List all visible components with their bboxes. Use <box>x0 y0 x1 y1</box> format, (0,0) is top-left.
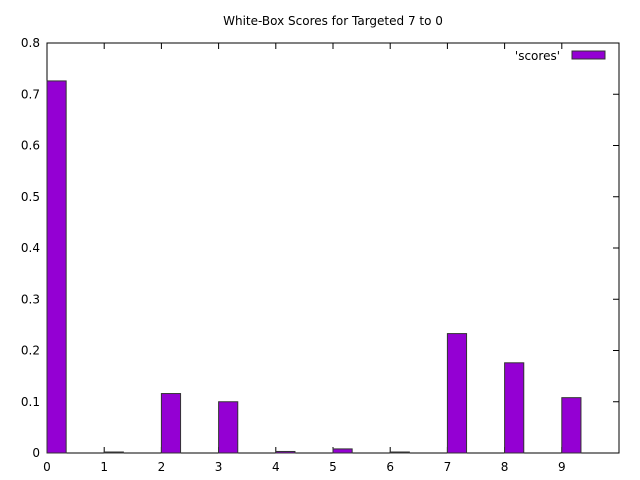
bar-2 <box>160 393 182 454</box>
x-tick-label: 8 <box>501 460 509 474</box>
bar-1 <box>103 451 124 454</box>
bar-3 <box>218 401 239 454</box>
x-tick-label: 6 <box>386 460 394 474</box>
x-tick-label: 1 <box>100 460 108 474</box>
y-tick-label: 0.3 <box>21 292 40 306</box>
x-axis: 0 1 2 3 4 5 6 7 8 9 <box>43 43 566 474</box>
y-tick-label: 0 <box>32 446 40 460</box>
bar-0 <box>46 80 67 454</box>
plot-frame <box>46 42 620 454</box>
bar-6 <box>389 451 410 454</box>
y-tick-label: 0.6 <box>21 139 40 153</box>
y-tick-label: 0.4 <box>21 241 40 255</box>
legend-swatch <box>571 50 606 60</box>
x-tick-label: 3 <box>215 460 223 474</box>
legend-label: 'scores' <box>515 49 560 63</box>
x-tick-label: 9 <box>558 460 566 474</box>
bar-5 <box>332 448 353 454</box>
bar-4 <box>275 450 296 454</box>
x-tick-label: 4 <box>272 460 280 474</box>
y-tick-label: 0.5 <box>21 190 40 204</box>
y-tick-label: 0.8 <box>21 36 40 50</box>
bar-9 <box>561 397 582 454</box>
y-tick-label: 0.2 <box>21 344 40 358</box>
x-tick-label: 2 <box>158 460 166 474</box>
x-tick-label: 7 <box>444 460 452 474</box>
legend: 'scores' <box>515 49 606 63</box>
x-tick-label: 5 <box>329 460 337 474</box>
bar-7 <box>446 333 468 454</box>
bar-8 <box>504 362 525 454</box>
x-tick-label: 0 <box>43 460 51 474</box>
y-axis: 0 0.1 0.2 0.3 0.4 0.5 0.6 0.7 0.8 <box>21 36 619 460</box>
y-tick-label: 0.1 <box>21 395 40 409</box>
y-tick-label: 0.7 <box>21 87 40 101</box>
chart-title: White-Box Scores for Targeted 7 to 0 <box>223 14 443 28</box>
bars <box>46 80 582 454</box>
